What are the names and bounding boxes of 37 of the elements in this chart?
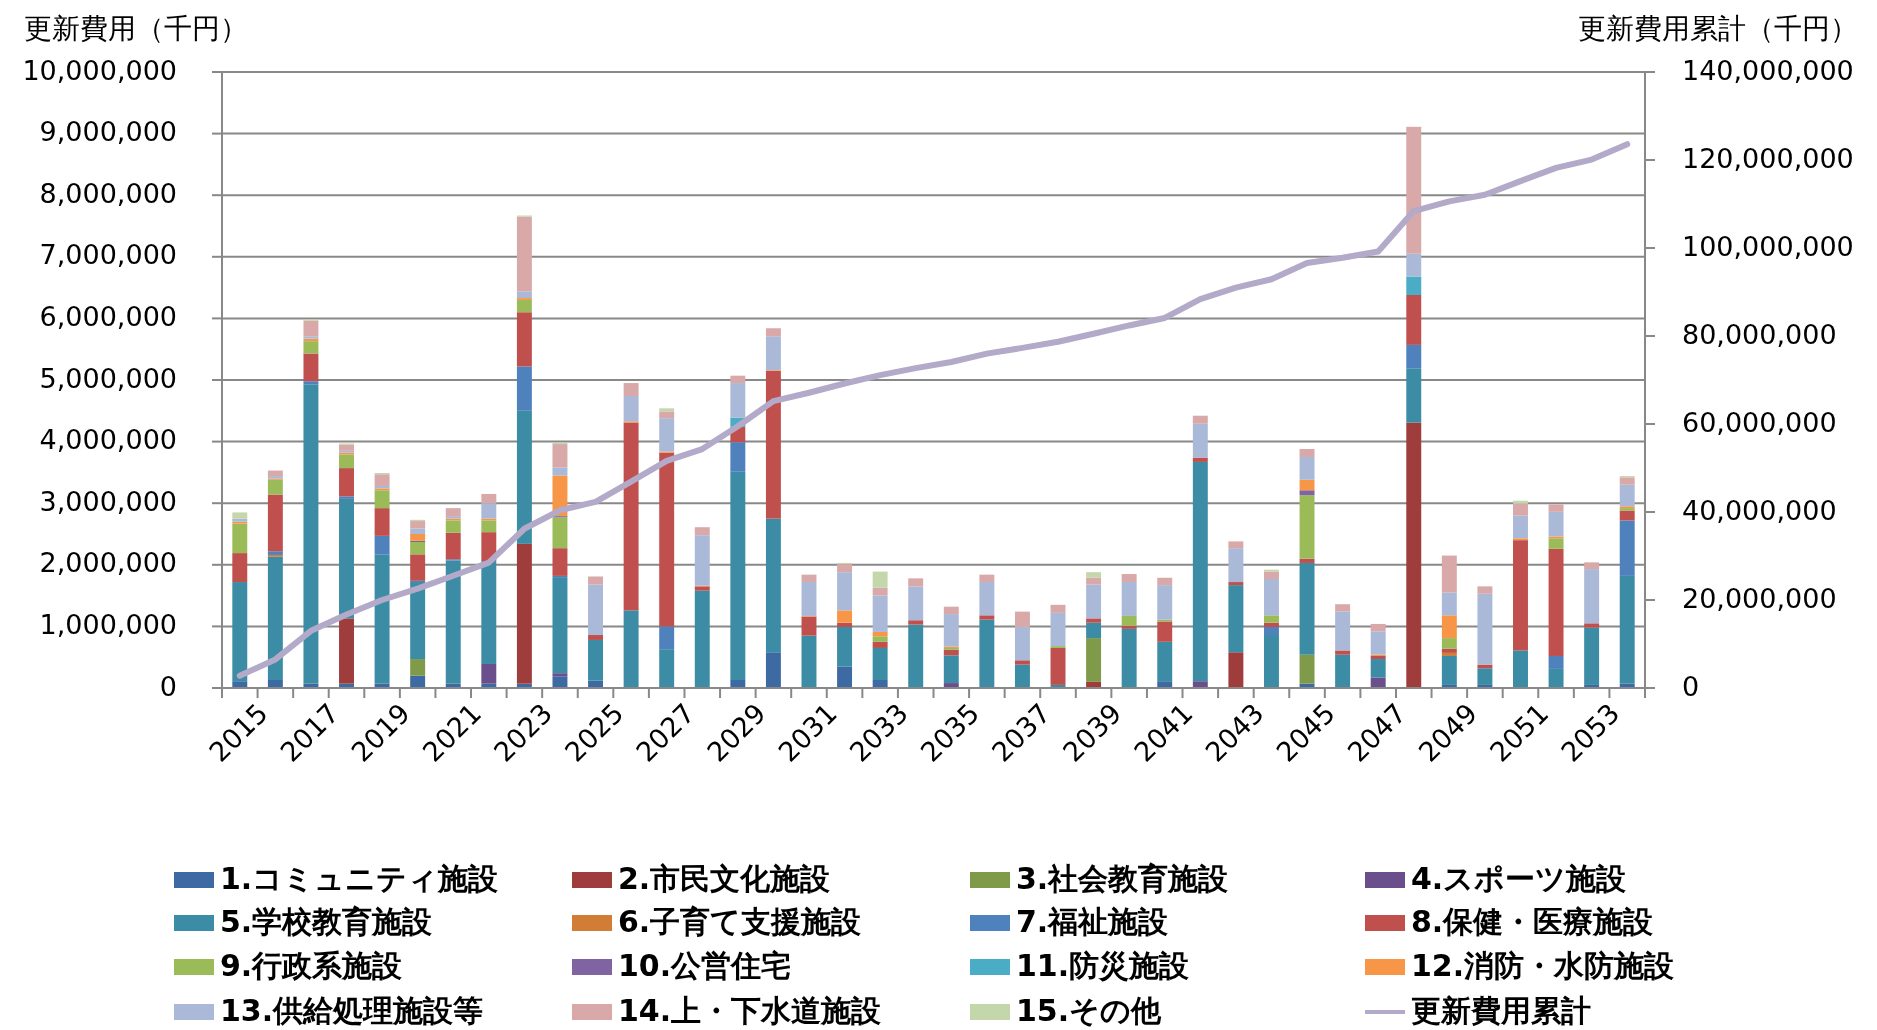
legend-label: 4.スポーツ施設: [1411, 860, 1627, 896]
y-tick-label: 0: [159, 670, 177, 702]
y2-tick-label: 80,000,000: [1682, 318, 1837, 350]
y-tick-label: 1,000,000: [39, 608, 177, 640]
legend-label: 13.供給処理施設等: [220, 992, 484, 1028]
legend-label: 6.子育て支援施設: [618, 903, 862, 939]
y2-tick-label: 120,000,000: [1682, 142, 1854, 174]
y2-tick-label: 40,000,000: [1682, 494, 1837, 526]
y-tick-label: 5,000,000: [39, 362, 177, 394]
y-tick-label: 10,000,000: [22, 54, 177, 86]
y-tick-label: 9,000,000: [39, 116, 177, 148]
y2-tick-label: 20,000,000: [1682, 582, 1837, 614]
legend-label: 1.コミュニティ施設: [220, 860, 499, 896]
y-tick-label: 3,000,000: [39, 485, 177, 517]
y-axis-title: 更新費用（千円）: [24, 12, 248, 45]
legend-label: 5.学校教育施設: [220, 903, 433, 939]
legend-label: 15.その他: [1016, 992, 1163, 1028]
legend-label: 3.社会教育施設: [1016, 860, 1229, 896]
y2-tick-label: 0: [1682, 670, 1700, 702]
legend-label: 11.防災施設: [1016, 947, 1190, 983]
y2-tick-label: 100,000,000: [1682, 230, 1854, 262]
y-tick-label: 6,000,000: [39, 300, 177, 332]
legend-label: 8.保健・医療施設: [1411, 903, 1654, 939]
y-tick-label: 2,000,000: [39, 547, 177, 579]
legend-label: 12.消防・水防施設: [1411, 947, 1675, 983]
legend-label: 14.上・下水道施設: [618, 992, 882, 1028]
legend-label: 更新費用累計: [1411, 992, 1591, 1028]
y2-tick-label: 60,000,000: [1682, 406, 1837, 438]
y-tick-label: 4,000,000: [39, 424, 177, 456]
legend-label: 10.公営住宅: [618, 947, 792, 983]
legend-label: 9.行政系施設: [220, 947, 403, 983]
y-tick-label: 8,000,000: [39, 177, 177, 209]
legend-label: 2.市民文化施設: [618, 860, 831, 896]
legend-label: 7.福祉施設: [1016, 903, 1169, 939]
y2-tick-label: 140,000,000: [1682, 54, 1854, 86]
y-tick-label: 7,000,000: [39, 239, 177, 271]
y2-axis-title: 更新費用累計（千円）: [1578, 12, 1858, 45]
